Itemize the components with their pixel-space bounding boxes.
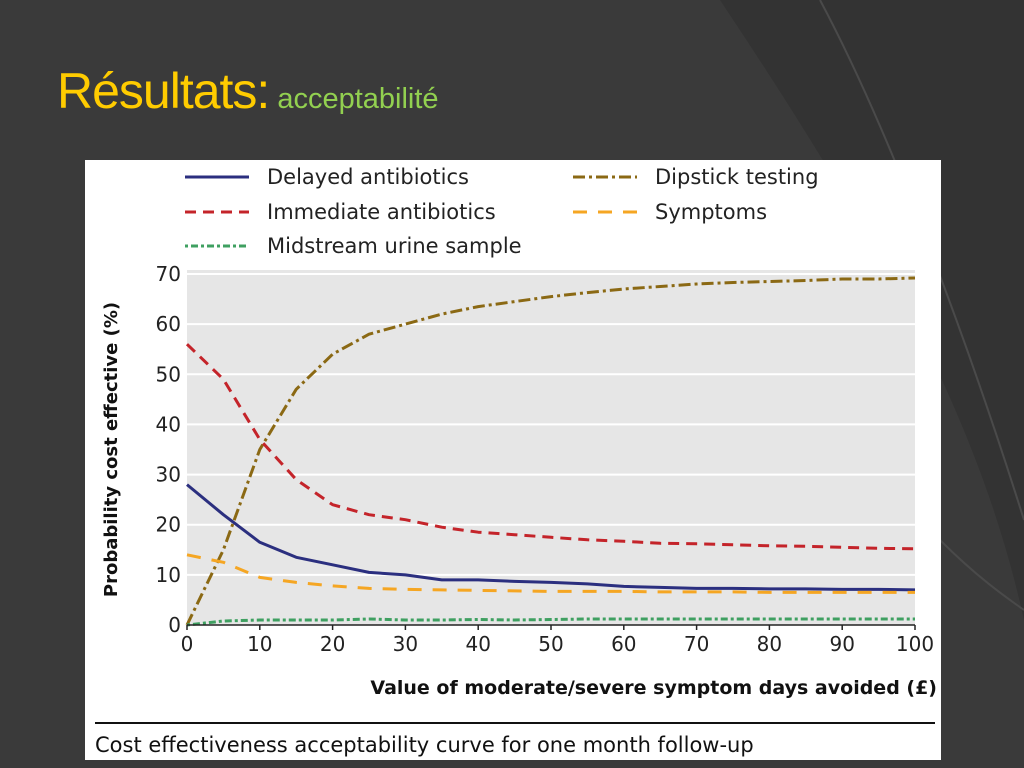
x-tick-label: 80 — [757, 632, 782, 656]
acceptability-chart: 0 10 20 30 40 50 60 70 0 10 20 30 40 50 60 70 80 90 100 Val… — [95, 165, 937, 724]
y-tick-label: 10 — [156, 563, 181, 587]
y-tick-label: 30 — [156, 463, 181, 487]
y-tick-label: 0 — [168, 613, 181, 637]
y-tick-label: 40 — [156, 412, 181, 436]
x-tick-label: 60 — [611, 632, 636, 656]
x-axis-label: Value of moderate/severe symptom days av… — [370, 677, 937, 699]
figure-caption: Cost effectiveness acceptability curve f… — [95, 733, 754, 757]
legend-label: Immediate antibiotics — [267, 200, 496, 224]
slide-title-sub: acceptabilité — [277, 83, 439, 115]
series-line-dipstick-testing — [185, 276, 916, 626]
grid-lines — [187, 273, 915, 576]
series-line-symptoms — [186, 553, 915, 594]
x-tick-label: 10 — [247, 632, 272, 656]
x-tick-label: 20 — [320, 632, 345, 656]
legend-label: Symptoms — [655, 200, 767, 224]
legend-label: Delayed antibiotics — [267, 165, 469, 189]
x-tick-label: 100 — [896, 632, 934, 656]
series-line-immediate-antibiotics — [185, 343, 916, 551]
series-lines — [185, 276, 916, 627]
legend: Delayed antibiotics Dipstick testing Immed… — [185, 165, 819, 258]
figure-panel: 0 10 20 30 40 50 60 70 0 10 20 30 40 50 60 70 80 90 100 Val… — [85, 160, 941, 760]
y-tick-label: 60 — [156, 312, 181, 336]
slide-title: Résultats: acceptabilité — [57, 62, 439, 120]
x-tick-label: 0 — [181, 632, 194, 656]
y-tick-label: 20 — [156, 513, 181, 537]
y-tick-label: 50 — [156, 362, 181, 386]
x-tick-label: 30 — [393, 632, 418, 656]
series-line-delayed-antibiotics — [186, 483, 916, 592]
x-tick-label: 40 — [465, 632, 490, 656]
legend-label: Midstream urine sample — [267, 234, 522, 258]
legend-label: Dipstick testing — [655, 165, 819, 189]
x-tick-label: 50 — [538, 632, 563, 656]
y-axis-label: Probability cost effective (%) — [101, 302, 122, 597]
x-tick-label: 90 — [829, 632, 854, 656]
plot-area — [187, 270, 915, 625]
y-tick-label: 70 — [156, 262, 181, 286]
axes: 0 10 20 30 40 50 60 70 0 10 20 30 40 50 60 70 80 90 100 Val… — [101, 262, 937, 699]
series-line-midstream-urine-sample — [186, 617, 915, 627]
x-tick-label: 70 — [684, 632, 709, 656]
slide-title-main: Résultats: — [57, 63, 270, 119]
